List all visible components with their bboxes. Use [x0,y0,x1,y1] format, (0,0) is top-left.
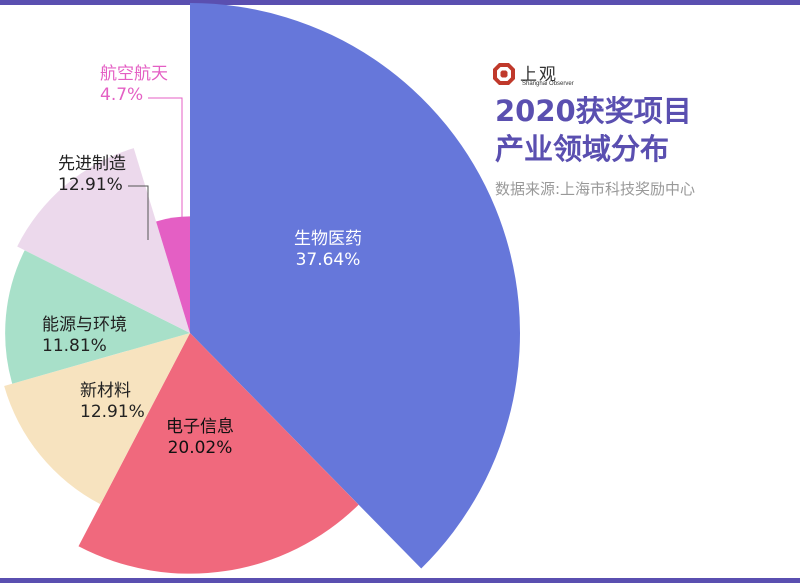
slice-3 [5,250,190,384]
slice-label-0: 生物医药 37.64% [294,229,362,270]
slice-label-4: 先进制造 12.91% [58,154,126,195]
slice-value-1: 20.02% [168,438,233,458]
slice-2 [4,333,191,505]
slice-value-4: 12.91% [58,175,123,195]
top-border [0,0,800,5]
shanghai-observer-logo: 上观 Shanghai Observer [492,60,612,90]
slice-label-5: 航空航天 4.7% [100,64,168,105]
title-line-1: 2020获奖项目 [495,94,692,128]
slice-label-1: 电子信息 20.02% [166,417,234,458]
slice-name-0: 生物医药 [294,229,362,249]
bottom-border [0,578,800,583]
logo-subtitle: Shanghai Observer [522,81,574,87]
slice-4 [17,148,190,333]
slice-value-5: 4.7% [100,85,143,105]
leader-line-5 [148,97,183,296]
leader-line-4 [128,185,149,240]
slice-value-3: 11.81% [42,336,107,356]
slice-name-2: 新材料 [80,381,131,401]
logo-text: 上观 [520,65,558,85]
slice-1 [78,333,359,574]
slice-label-3: 能源与环境 11.81% [42,315,127,356]
slice-name-3: 能源与环境 [42,315,127,335]
slice-0 [190,3,520,569]
logo-octagon-icon [493,63,515,85]
data-source: 数据来源:上海市科技奖励中心 [495,180,696,198]
chart-title: 2020获奖项目 产业领域分布 [495,92,692,168]
slice-label-2: 新材料 12.91% [80,381,145,422]
slice-value-0: 37.64% [296,250,361,270]
slice-name-5: 航空航天 [100,64,168,84]
slice-value-2: 12.91% [80,402,145,422]
title-line-2: 产业领域分布 [495,132,670,166]
slice-name-1: 电子信息 [166,417,234,437]
slice-name-4: 先进制造 [58,154,126,174]
